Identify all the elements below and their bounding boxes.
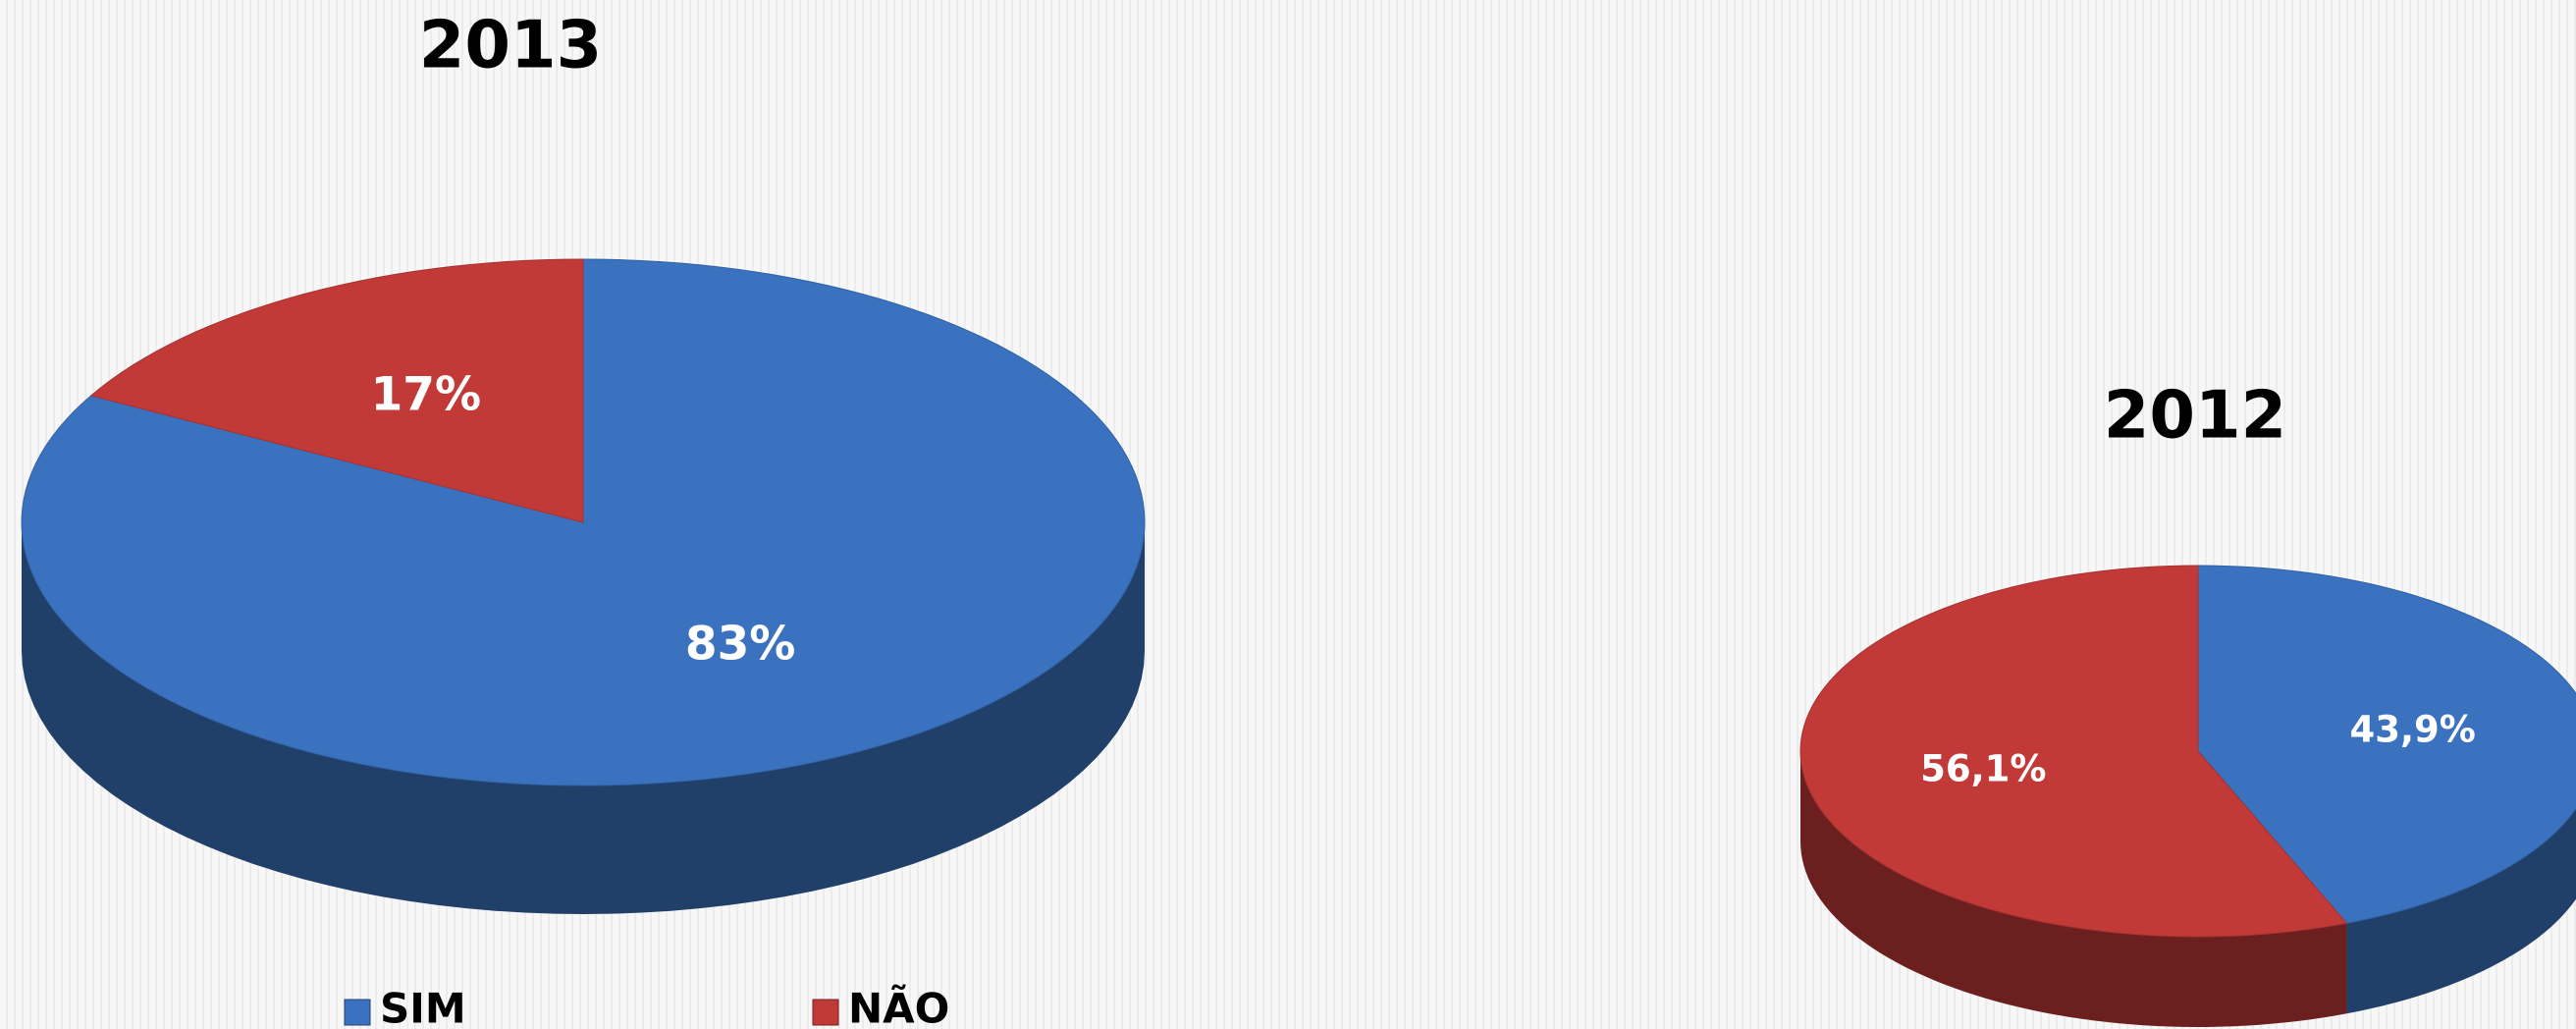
chart-title: 2012 [2104,377,2286,454]
legend-swatch [344,999,371,1026]
data-label: 17% [371,368,482,422]
pie-slice [2197,565,2576,924]
pie-side [2346,808,2576,1014]
legend-swatch [812,999,839,1026]
pie-side [1800,751,2347,1027]
pie-slice [1799,565,2348,938]
legend-label: SIM [380,985,466,1029]
chart-title: 2013 [419,7,602,83]
data-label: 83% [685,617,796,671]
legend-label: NÃO [848,984,949,1029]
data-label: 56,1% [1920,747,2046,789]
pie-slice [89,258,584,523]
pie-side [22,522,1145,914]
data-label: 43,9% [2349,709,2475,751]
